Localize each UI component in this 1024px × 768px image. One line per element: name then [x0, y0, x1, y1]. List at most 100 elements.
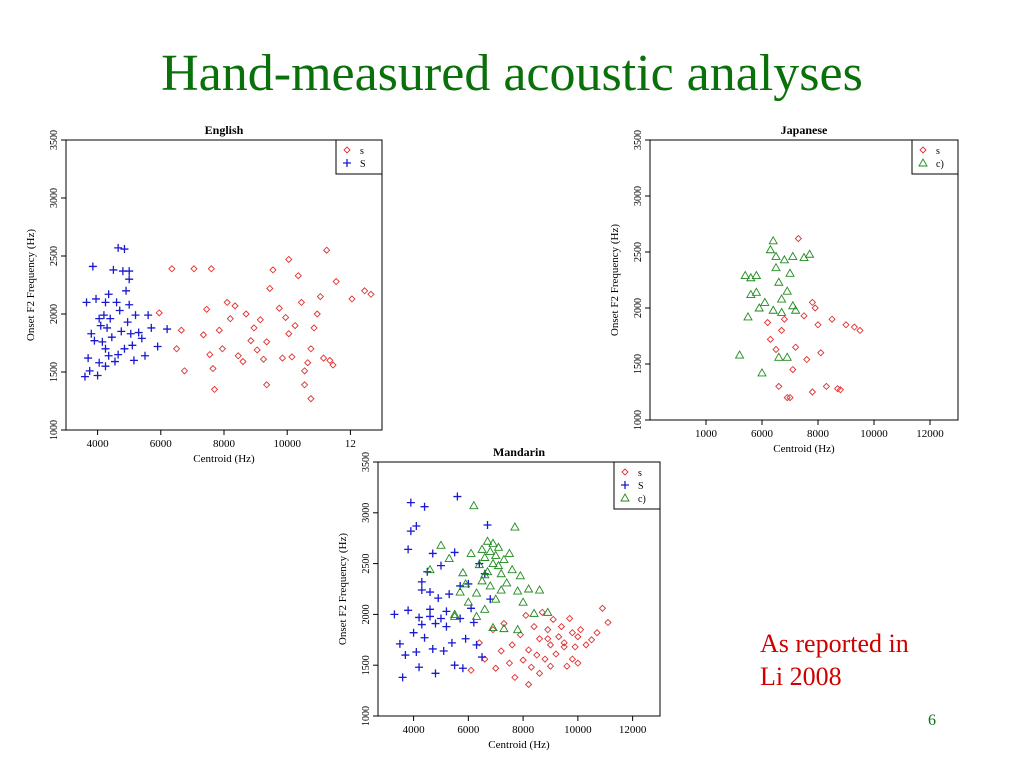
data-point	[471, 588, 482, 597]
data-point	[789, 365, 797, 374]
data-point	[134, 328, 143, 337]
data-point	[522, 611, 530, 620]
data-point	[524, 680, 533, 689]
data-point	[772, 345, 780, 354]
data-point	[426, 612, 435, 621]
data-point	[776, 307, 787, 316]
data-point	[406, 498, 415, 507]
data-point	[552, 650, 560, 658]
data-point	[519, 656, 527, 664]
data-point	[431, 619, 440, 628]
data-point	[786, 393, 794, 402]
data-point	[313, 310, 321, 318]
data-point	[811, 304, 819, 312]
data-point	[450, 548, 459, 557]
legend-marker	[621, 468, 629, 476]
data-point	[80, 372, 89, 381]
data-point	[499, 623, 509, 633]
series-S-points	[390, 492, 495, 682]
data-point	[449, 609, 460, 618]
data-point	[518, 597, 528, 606]
data-point	[190, 265, 198, 273]
data-point	[557, 622, 566, 631]
data-point	[511, 673, 519, 682]
data-point	[390, 610, 399, 619]
data-point	[323, 246, 331, 254]
data-point	[497, 647, 505, 655]
data-point	[84, 354, 93, 363]
mandarin-chart: Mandarin 4000 6000 8000 10000 12000 1000 1500 20…	[332, 434, 672, 760]
data-point	[549, 615, 557, 624]
data-point	[85, 366, 94, 375]
data-point	[247, 337, 255, 345]
data-point	[316, 292, 325, 301]
y-axis-label: Onset F2 Frequency (Hz)	[609, 224, 621, 336]
data-point	[774, 277, 784, 286]
data-point	[788, 251, 798, 260]
legend-box	[613, 461, 661, 510]
data-point	[412, 522, 421, 531]
data-point	[285, 330, 293, 338]
data-point	[510, 522, 520, 531]
data-point	[401, 651, 410, 660]
y-tick-label: 3000	[633, 186, 644, 206]
data-point	[426, 588, 435, 597]
x-tick-label: 1000	[695, 428, 718, 440]
y-axis-label: Onset F2 Frequency (Hz)	[25, 229, 37, 341]
data-point	[447, 638, 456, 647]
data-point	[348, 295, 356, 303]
data-point	[504, 548, 515, 557]
data-point	[571, 643, 579, 651]
series-s-points	[763, 234, 864, 402]
data-point	[177, 326, 185, 334]
data-point	[779, 254, 790, 264]
data-point	[101, 298, 110, 307]
data-point	[814, 321, 822, 329]
legend-marker	[343, 159, 351, 167]
data-point	[199, 331, 208, 339]
data-point	[281, 313, 290, 322]
data-point	[144, 311, 153, 320]
data-point	[740, 270, 750, 279]
data-point	[278, 354, 287, 362]
data-point	[131, 311, 140, 320]
legend-label: S	[360, 159, 366, 170]
data-point	[776, 294, 787, 303]
data-point	[544, 635, 552, 643]
data-point	[269, 266, 277, 274]
data-point	[415, 613, 424, 622]
data-point	[114, 350, 123, 359]
mandarin-chart-svg: Mandarin 4000 6000 8000 10000 12000 1000 1500 20…	[337, 445, 661, 751]
data-point	[250, 324, 258, 332]
x-tick-label: 12000	[916, 428, 944, 440]
x-tick-label: 8000	[512, 724, 535, 736]
plot-frame	[649, 139, 959, 421]
data-point	[501, 577, 512, 587]
data-point	[417, 577, 426, 586]
x-tick-label: 10000	[273, 438, 301, 450]
data-point	[436, 561, 445, 570]
data-point	[129, 356, 138, 365]
data-point	[598, 604, 607, 612]
x-tick-label: 8000	[213, 438, 236, 450]
data-point	[765, 244, 776, 254]
y-tick-label: 2500	[49, 246, 60, 266]
data-point	[180, 367, 189, 375]
data-point	[288, 353, 296, 361]
data-point	[117, 327, 126, 336]
data-point	[804, 249, 815, 258]
data-point	[125, 275, 134, 284]
data-point	[256, 316, 264, 324]
y-tick-label: 1500	[633, 354, 644, 374]
data-point	[115, 306, 124, 315]
data-point	[774, 352, 784, 361]
series-S-points	[80, 243, 172, 381]
data-point	[453, 492, 462, 501]
data-point	[319, 354, 328, 362]
data-point	[803, 355, 811, 364]
data-point	[785, 268, 795, 277]
chart-title: Japanese	[781, 123, 828, 137]
data-point	[775, 382, 783, 391]
data-point	[471, 611, 482, 620]
data-point	[463, 597, 474, 606]
